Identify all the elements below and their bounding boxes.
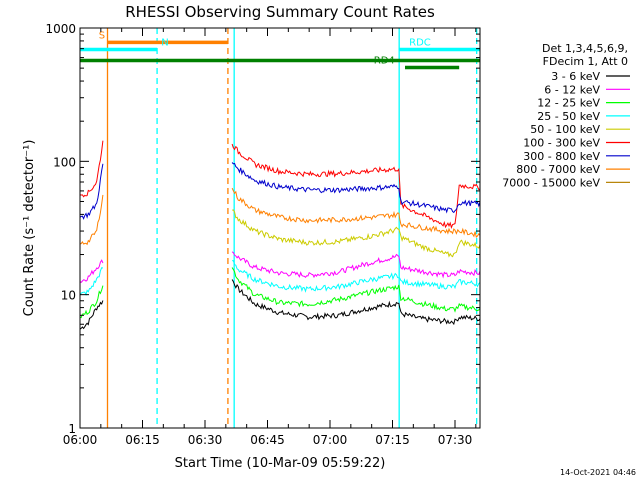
series-100-300-kev xyxy=(80,140,480,229)
series-300-800-kev xyxy=(80,162,480,220)
series-6-12-kev xyxy=(80,251,480,284)
legend-label-3-6-kev: 3 - 6 keV xyxy=(551,70,600,83)
x-tick-label-07-00: 07:00 xyxy=(313,433,348,447)
x-tick-label-06-45: 06:45 xyxy=(250,433,285,447)
legend-label-800-7000-kev: 800 - 7000 keV xyxy=(516,163,600,176)
x-tick-label-07-15: 07:15 xyxy=(375,433,410,447)
legend-label-6-12-kev: 6 - 12 keV xyxy=(544,83,600,96)
legend-label-12-25-kev: 12 - 25 keV xyxy=(537,97,600,110)
legend-label-7000-15000-kev: 7000 - 15000 keV xyxy=(502,176,600,189)
legend-header-line-2: FDecim 1, Att 0 xyxy=(543,55,628,68)
chart-title: RHESSI Observing Summary Count Rates xyxy=(125,3,435,21)
flag-label-s: S xyxy=(99,30,105,41)
x-tick-label-06-30: 06:30 xyxy=(188,433,223,447)
y-tick-label-1: 1 xyxy=(68,422,76,436)
series-25-50-kev xyxy=(80,260,480,297)
legend-label-300-800-kev: 300 - 800 keV xyxy=(523,150,600,163)
x-tick-label-06-00: 06:00 xyxy=(63,433,98,447)
vertical-markers xyxy=(106,28,478,428)
timestamp: 14-Oct-2021 04:46 xyxy=(560,468,636,477)
plot-frame xyxy=(79,27,481,429)
x-tick-label-06-15: 06:15 xyxy=(125,433,160,447)
series-12-25-kev xyxy=(80,267,480,319)
y-tick-label-1000: 1000 xyxy=(45,22,76,36)
legend-label-25-50-kev: 25 - 50 keV xyxy=(537,110,600,123)
legend-label-100-300-kev: 100 - 300 keV xyxy=(523,137,600,150)
y-tick-label-100: 100 xyxy=(53,155,76,169)
x-axis-label: Start Time (10-Mar-09 05:59:22) xyxy=(175,456,386,471)
series-800-7000-kev xyxy=(80,187,480,246)
legend-label-50-100-kev: 50 - 100 keV xyxy=(530,123,600,136)
series-lines xyxy=(80,140,480,330)
flag-label-rdc: RDC xyxy=(409,37,431,48)
x-tick-label-07-30: 07:30 xyxy=(438,433,473,447)
legend-header-line-1: Det 1,3,4,5,6,9, xyxy=(542,42,628,55)
y-axis-label: Count Rate (s⁻¹ detector⁻¹) xyxy=(22,140,37,317)
flag-bars: S N RDC RD4 xyxy=(80,30,480,70)
series-3-6-kev xyxy=(80,279,480,330)
flag-label-rd4: RD4 xyxy=(374,56,395,67)
y-tick-label-10: 10 xyxy=(61,289,76,303)
series-50-100-kev xyxy=(231,209,480,258)
axis-ticks: 06:00 06:15 06:30 06:45 07:00 07:15 07:30 1 10 10… xyxy=(45,22,480,447)
flag-label-n: N xyxy=(161,37,168,48)
